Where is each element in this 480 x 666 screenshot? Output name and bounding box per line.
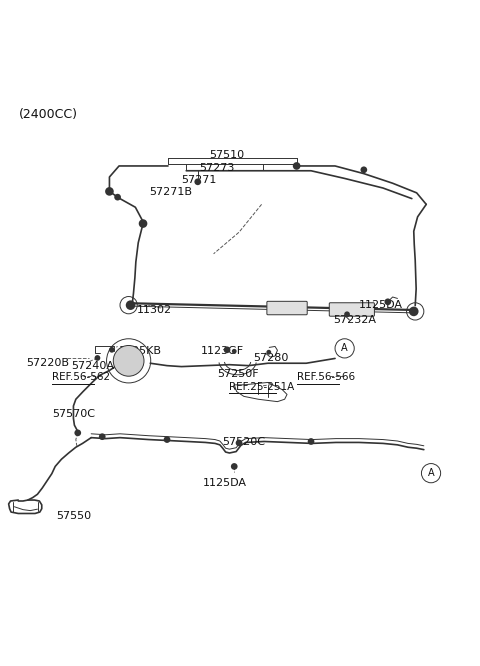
Text: 57232A: 57232A	[334, 314, 377, 324]
Circle shape	[95, 355, 100, 361]
Circle shape	[224, 346, 230, 353]
Text: (2400CC): (2400CC)	[19, 109, 78, 121]
Circle shape	[109, 347, 115, 353]
Circle shape	[236, 440, 242, 446]
Circle shape	[232, 349, 237, 354]
Circle shape	[99, 434, 106, 440]
Circle shape	[113, 346, 144, 376]
Text: 57570C: 57570C	[52, 409, 95, 419]
Circle shape	[164, 436, 170, 443]
Circle shape	[231, 463, 238, 470]
Circle shape	[384, 298, 391, 305]
Text: A: A	[428, 468, 434, 478]
FancyBboxPatch shape	[267, 301, 307, 315]
Circle shape	[74, 430, 81, 436]
Text: 1123GF: 1123GF	[201, 346, 244, 356]
Circle shape	[360, 166, 367, 173]
Text: 57220B: 57220B	[26, 358, 70, 368]
Circle shape	[194, 178, 201, 185]
Text: 57271: 57271	[181, 175, 217, 185]
Circle shape	[114, 194, 121, 200]
Circle shape	[409, 306, 419, 316]
Text: 57250F: 57250F	[217, 369, 259, 379]
Text: REF.56-562: REF.56-562	[52, 372, 110, 382]
Circle shape	[139, 219, 147, 228]
Text: 57271B: 57271B	[149, 187, 192, 197]
Text: REF.25-251A: REF.25-251A	[229, 382, 295, 392]
Text: 57520C: 57520C	[222, 438, 265, 448]
Circle shape	[308, 438, 314, 445]
Text: 1125DA: 1125DA	[359, 300, 403, 310]
FancyBboxPatch shape	[329, 303, 374, 316]
Text: 57273: 57273	[199, 163, 235, 173]
Circle shape	[105, 187, 114, 196]
Circle shape	[344, 312, 350, 317]
Text: 57510: 57510	[209, 151, 244, 161]
Text: 11302: 11302	[137, 305, 172, 315]
Text: 57280: 57280	[253, 353, 289, 363]
Text: 57550: 57550	[57, 511, 92, 521]
Text: REF.56-566: REF.56-566	[297, 372, 355, 382]
Text: 1125DA: 1125DA	[203, 478, 247, 488]
Text: 1125KB: 1125KB	[119, 346, 162, 356]
Circle shape	[266, 350, 271, 354]
Text: A: A	[341, 344, 348, 354]
Circle shape	[126, 300, 135, 310]
Text: 57240A: 57240A	[71, 361, 114, 371]
Circle shape	[293, 162, 300, 170]
